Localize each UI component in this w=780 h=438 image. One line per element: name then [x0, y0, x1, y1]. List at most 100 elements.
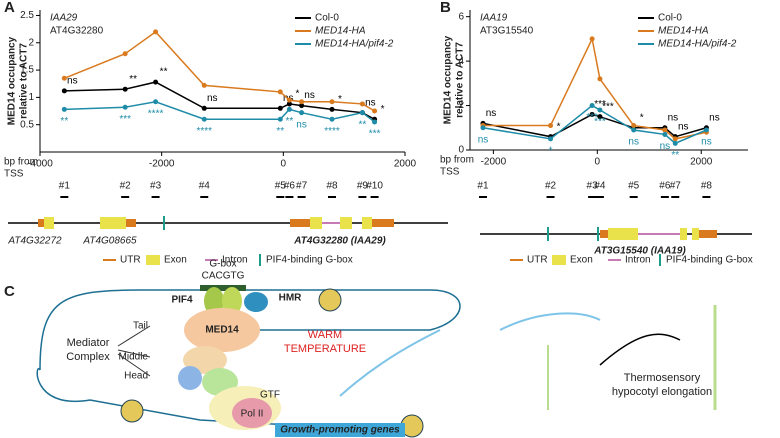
site-label: #9 [357, 181, 369, 192]
significance: *** [602, 101, 614, 112]
warm-label: WARM [308, 329, 342, 341]
significance: *** [586, 112, 598, 123]
locus: AT4G32280 [50, 26, 104, 37]
significance: ns [296, 119, 307, 130]
significance: ns [304, 90, 315, 101]
data-point [703, 127, 709, 133]
pif4-label: PIF4 [171, 295, 193, 306]
site-label: #8 [701, 181, 713, 192]
locus: AT3G15540 [480, 26, 534, 37]
legend-label: Intron [222, 255, 248, 266]
data-point [672, 140, 678, 146]
y-tick-label: 6 [458, 11, 464, 22]
site-label: #2 [545, 181, 557, 192]
site-label: #6 [284, 181, 296, 192]
data-point [662, 131, 668, 137]
significance: * [381, 104, 385, 115]
site-label: #3 [587, 181, 599, 192]
data-point [299, 99, 305, 105]
data-point [299, 103, 305, 109]
data-point [277, 89, 283, 95]
data-point [61, 75, 67, 81]
significance: *** [369, 129, 381, 140]
legend-label: PIF4-binding G-box [266, 255, 353, 266]
site-label: #1 [477, 181, 489, 192]
significance: *** [594, 99, 606, 110]
significance: ns [668, 112, 679, 123]
head-label: Head [124, 371, 148, 382]
x-axis-label: TSS [4, 169, 24, 180]
y-tick-label: 2 [458, 100, 464, 111]
genes-label: Growth-promoting genes [280, 425, 400, 436]
site-label: #7 [296, 181, 308, 192]
significance: ** [60, 116, 68, 127]
significance: ns [628, 137, 639, 148]
mediator-label: Mediator [67, 337, 110, 349]
gbox-label: G-box [209, 259, 236, 270]
site-label: #5 [628, 181, 640, 192]
data-point [589, 111, 595, 117]
data-point [153, 79, 159, 85]
data-point [329, 99, 335, 105]
significance: ns [207, 93, 218, 104]
gene-name: IAA19 [480, 13, 508, 24]
pol2-label: Pol II [241, 409, 264, 420]
data-point [286, 101, 292, 107]
data-point [61, 106, 67, 112]
x-tick-label: -2000 [149, 159, 175, 170]
x-axis-label: TSS [440, 167, 460, 178]
data-point [201, 116, 207, 122]
significance: ** [671, 150, 679, 161]
data-point [201, 105, 207, 111]
data-point [299, 110, 305, 116]
y-axis-label: MED14 occupancy [7, 36, 18, 125]
mediator-label: Complex [66, 351, 110, 363]
data-point [548, 123, 554, 129]
gene-diagram-a: AT4G32272 AT4G08665 AT4G32280 (IAA29) [7, 216, 448, 247]
significance: ** [160, 67, 168, 78]
site-label: #5 [275, 181, 287, 192]
y-tick-label: 1.5 [20, 65, 34, 76]
gtf-label: GTF [260, 390, 280, 401]
y-tick-label: 1 [28, 92, 34, 103]
significance: **** [196, 126, 212, 137]
panel-label: B [440, 0, 451, 16]
gene-diagram-b: AT3G15540 (IAA19) [480, 227, 752, 257]
y-tick-label: 2 [28, 37, 34, 48]
legend-label: UTR [527, 255, 548, 266]
significance: * [295, 89, 299, 100]
gene-label: AT4G08665 [82, 236, 137, 247]
data-point [277, 116, 283, 122]
legend-label: Col-0 [315, 13, 339, 24]
data-point [122, 86, 128, 92]
data-point [329, 116, 335, 122]
y-tick-label: 4 [458, 56, 464, 67]
data-point [480, 125, 486, 131]
site-label: #3 [150, 181, 162, 192]
legend-label: MED14-HA [315, 26, 366, 37]
x-tick-label: 0 [281, 159, 287, 170]
legend-label: MED14-HA/pif4-2 [315, 39, 394, 50]
data-point [631, 123, 637, 129]
data-point [201, 82, 207, 88]
site-label: #8 [326, 181, 338, 192]
significance: * [640, 112, 644, 123]
site-label: #6 [659, 181, 671, 192]
significance: ** [129, 74, 137, 85]
site-label: #4 [199, 181, 211, 192]
significance: ns [365, 97, 376, 108]
gene-label: AT4G32272 [7, 236, 62, 247]
legend-label: Intron [625, 255, 651, 266]
tail-label: Tail [133, 321, 148, 332]
y-tick-label: 2.5 [20, 10, 34, 21]
site-label: #2 [120, 181, 132, 192]
outcome-label: hypocotyl elongation [612, 386, 712, 398]
legend-label: Col-0 [658, 13, 682, 24]
x-tick-label: 0 [595, 157, 601, 168]
data-point [548, 136, 554, 142]
data-point [359, 110, 365, 116]
gene-label: AT4G32280 (IAA29) [293, 236, 386, 247]
series-line [64, 81, 375, 120]
data-point [153, 99, 159, 105]
